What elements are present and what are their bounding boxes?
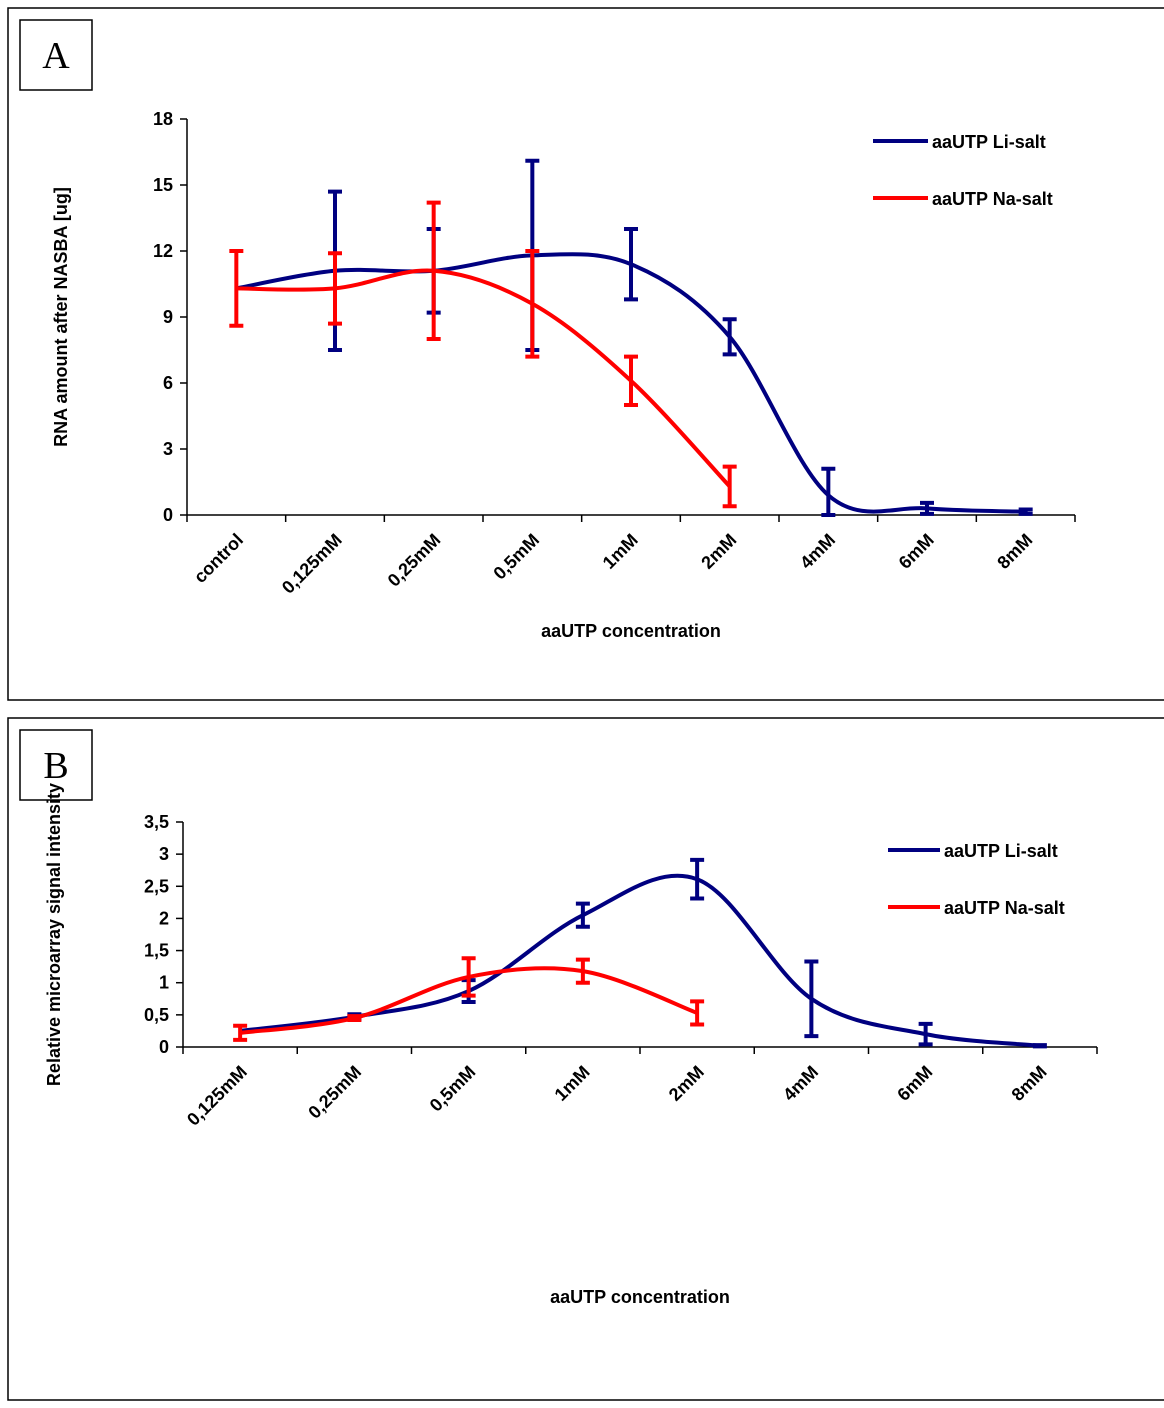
y-tick-label: 0 <box>159 1037 169 1057</box>
x-tick-label: 1mM <box>599 530 642 573</box>
x-tick-label: 8mM <box>993 530 1036 573</box>
y-tick-label: 15 <box>153 175 173 195</box>
y-tick-label: 2,5 <box>144 876 169 896</box>
y-tick-label: 6 <box>163 373 173 393</box>
error-bar <box>229 249 244 328</box>
x-tick-label: 0,25mM <box>304 1062 365 1123</box>
x-tick-label: 1mM <box>551 1062 594 1105</box>
y-tick-label: 2 <box>159 908 169 928</box>
error-bar <box>918 1021 933 1047</box>
error-bar <box>461 956 476 998</box>
error-bar <box>690 999 705 1027</box>
error-bar <box>328 251 342 326</box>
error-bar <box>1032 1043 1047 1049</box>
x-tick-label: 0,5mM <box>489 530 543 584</box>
error-bar <box>920 500 934 516</box>
x-axis-title: aaUTP concentration <box>550 1287 730 1307</box>
x-tick-label: 0,125mM <box>183 1062 251 1130</box>
legend-label: aaUTP Na-salt <box>932 189 1053 209</box>
x-tick-label: 8mM <box>1008 1062 1051 1105</box>
series-line <box>236 268 732 488</box>
panel-label-box <box>19 19 93 91</box>
y-tick-label: 0 <box>163 505 173 525</box>
panel-label: A <box>42 35 70 77</box>
x-axis-title: aaUTP concentration <box>541 621 721 641</box>
legend-label: aaUTP Li-salt <box>944 841 1058 861</box>
x-tick-label: 2mM <box>697 530 740 573</box>
panel-label: B <box>43 745 68 787</box>
series-line <box>239 873 1041 1048</box>
error-bar <box>804 959 819 1039</box>
y-tick-label: 3 <box>159 844 169 864</box>
panel-frame <box>7 7 1164 701</box>
error-bar <box>1018 507 1033 516</box>
error-bar <box>525 249 540 359</box>
legend-label: aaUTP Na-salt <box>944 898 1065 918</box>
error-bar <box>722 464 737 509</box>
x-tick-label: 0,5mM <box>426 1062 480 1116</box>
error-bar <box>722 317 737 357</box>
error-bar <box>233 1023 248 1042</box>
x-tick-label: control <box>190 530 247 587</box>
error-bar <box>624 354 638 407</box>
x-tick-label: 0,25mM <box>384 530 445 591</box>
x-tick-label: 4mM <box>796 530 839 573</box>
error-bar <box>347 1014 362 1022</box>
x-tick-label: 6mM <box>893 1062 936 1105</box>
y-tick-label: 1 <box>159 973 169 993</box>
panel-frame <box>7 717 1164 1401</box>
x-tick-label: 4mM <box>779 1062 822 1105</box>
y-axis-title: RNA amount after NASBA [ug] <box>51 187 71 447</box>
y-tick-label: 3,5 <box>144 812 169 832</box>
x-tick-label: 0,125mM <box>278 530 346 598</box>
y-tick-label: 0,5 <box>144 1005 169 1025</box>
error-bar <box>575 957 590 985</box>
x-tick-label: 6mM <box>895 530 938 573</box>
y-tick-label: 12 <box>153 241 173 261</box>
error-bar <box>690 857 705 901</box>
error-bar <box>426 200 441 341</box>
x-tick-label: 2mM <box>665 1062 708 1105</box>
error-bar <box>575 901 590 929</box>
y-tick-label: 3 <box>163 439 173 459</box>
y-tick-label: 9 <box>163 307 173 327</box>
panel-label-box <box>19 729 93 801</box>
legend-label: aaUTP Li-salt <box>932 132 1046 152</box>
y-tick-label: 1,5 <box>144 941 169 961</box>
y-tick-label: 18 <box>153 109 173 129</box>
error-bar <box>624 227 638 302</box>
y-axis-title: Relative microarray signal intensity <box>44 783 64 1086</box>
series-line <box>235 252 1026 514</box>
error-bar <box>821 466 836 517</box>
